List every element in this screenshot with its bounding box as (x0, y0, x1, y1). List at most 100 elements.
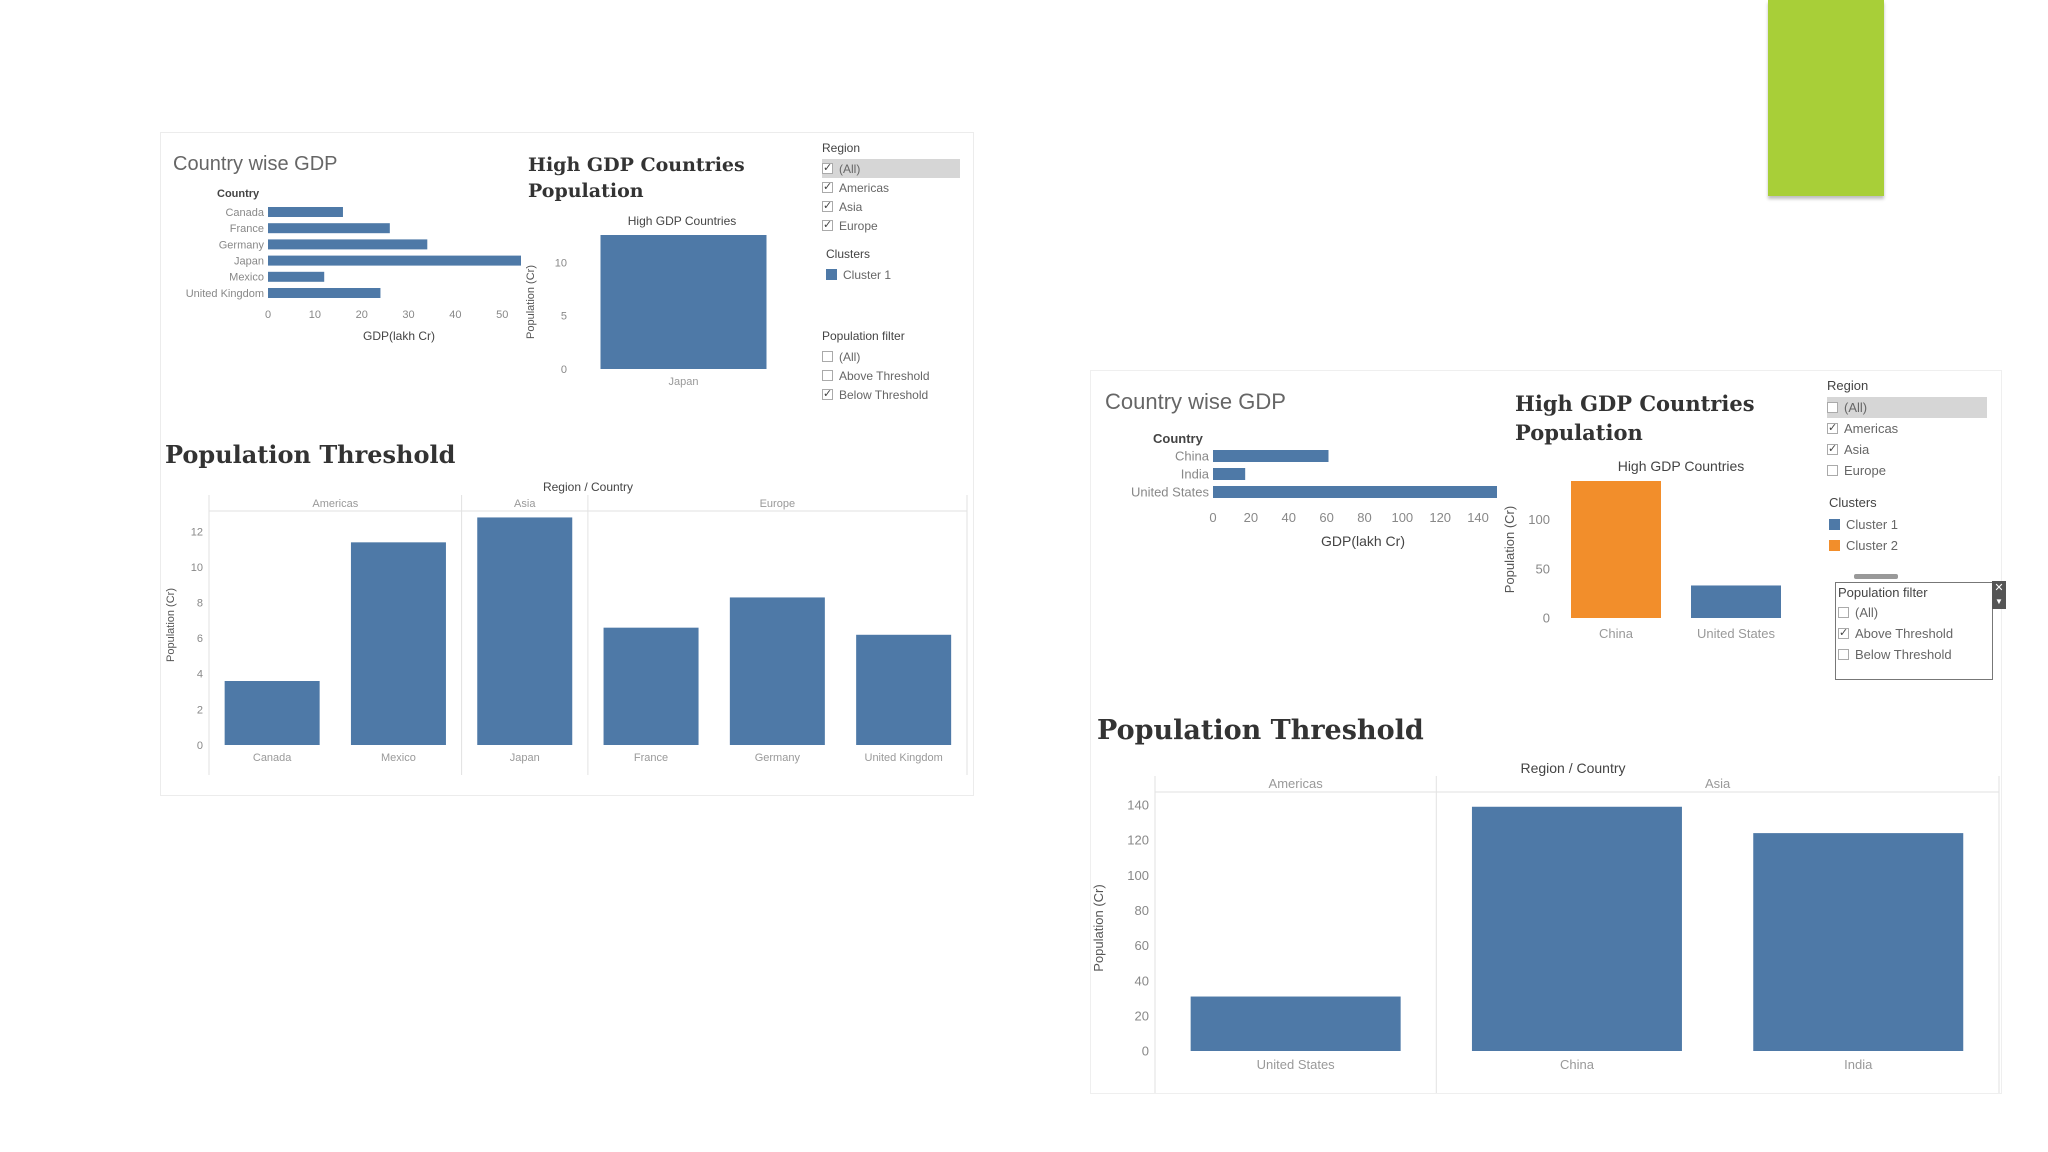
population-filter: Population filter (All) Above Threshold Be… (822, 329, 962, 404)
category-label-united-states: United States (1257, 1057, 1336, 1072)
population-filter-title: Population filter (822, 329, 905, 343)
checkbox[interactable] (1827, 402, 1838, 413)
group-label-europe: Europe (760, 498, 795, 510)
region-item-europe[interactable]: Europe (822, 216, 960, 235)
x-tick-140: 140 (1467, 510, 1489, 525)
cluster-swatch (826, 269, 837, 280)
population-filter-item-label: Below Threshold (1855, 647, 1952, 662)
checkbox[interactable] (822, 351, 833, 362)
region-filter: Region (All) Americas Asia Europe (1827, 378, 1987, 481)
region-item-asia[interactable]: Asia (822, 197, 960, 216)
region-item-label: Europe (1844, 463, 1886, 478)
region-item-label: (All) (1844, 400, 1868, 415)
cluster-item-cluster-1[interactable]: Cluster 1 (826, 265, 956, 284)
bar-canada (224, 681, 320, 745)
cluster-item-cluster-1[interactable]: Cluster 1 (1829, 514, 1979, 535)
category-label-united-kingdom: United Kingdom (865, 752, 943, 764)
y-axis-label: Population (Cr) (1502, 506, 1517, 593)
cluster-item-label: Cluster 2 (1846, 538, 1899, 553)
region-filter-title: Region (822, 141, 861, 155)
bar-united-states (1190, 996, 1401, 1051)
y-axis-label: Population (Cr) (165, 588, 177, 662)
y-tick-0: 0 (1543, 611, 1550, 626)
clusters-legend: Clusters Cluster 1 Cluster 2 (1829, 495, 1979, 556)
cluster-swatch (1829, 519, 1840, 530)
popup-drag-handle[interactable] (1854, 574, 1898, 579)
population-filter-item-label: Above Threshold (1855, 626, 1954, 641)
population-filter-item-all[interactable]: (All) (1838, 602, 1988, 623)
category-label-india: India (1181, 467, 1210, 482)
cluster-item-label: Cluster 1 (1846, 517, 1899, 532)
bar-india (1753, 833, 1964, 1051)
checkbox[interactable] (1827, 421, 1838, 434)
category-label-mexico: Mexico (229, 272, 264, 284)
region-item-americas[interactable]: Americas (1827, 418, 1987, 439)
region-item-all[interactable]: (All) (822, 159, 960, 178)
bar-japan (477, 517, 573, 745)
category-label-united-states: United States (1131, 485, 1210, 500)
category-label-japan: Japan (510, 752, 540, 764)
region-item-all[interactable]: (All) (1827, 397, 1987, 418)
population-filter: Population filter (All) Above Threshold Be… (1838, 585, 1988, 665)
checkbox[interactable] (822, 370, 833, 381)
high-gdp-title-line2: Population (1515, 420, 1643, 445)
threshold-bar-chart: Region / Country Americas Asia Europe 0 2 4 6 8 1… (165, 480, 968, 775)
region-item-americas[interactable]: Americas (822, 178, 960, 197)
y-tick-5: 5 (561, 311, 567, 323)
category-label-china: China (1599, 626, 1634, 641)
close-icon[interactable]: ✕ (1992, 581, 2006, 595)
population-filter-popup: ✕ ▼ Population filter (All) Above Thresho… (1835, 581, 2006, 680)
category-label-japan: Japan (669, 376, 699, 388)
cluster-item-label: Cluster 1 (843, 267, 892, 282)
checkbox[interactable] (1838, 626, 1849, 639)
population-filter-item-all[interactable]: (All) (822, 347, 962, 366)
category-label-canada: Canada (253, 752, 292, 764)
checkbox[interactable] (1827, 442, 1838, 455)
checkbox[interactable] (1827, 465, 1838, 476)
checkbox[interactable] (822, 180, 833, 193)
category-label-france: France (634, 752, 668, 764)
bar-india (1213, 468, 1246, 480)
dashboard-2: Country wise GDP Country China India Unite… (1090, 370, 2006, 1094)
x-tick-60: 60 (1319, 510, 1333, 525)
high-gdp-bar-chart: High GDP Countries 0 50 100 Population (Cr) C… (1502, 458, 1781, 641)
checkbox[interactable] (1838, 607, 1849, 618)
population-filter-item-below-threshold[interactable]: Below Threshold (1838, 644, 1988, 665)
y-tick-8: 8 (197, 598, 203, 610)
checkbox[interactable] (822, 218, 833, 231)
gdp-chart-title: Country wise GDP (173, 153, 338, 175)
y-axis-label: Population (Cr) (1091, 884, 1106, 971)
gdp-bar-chart: China India United States 0 20 40 60 80 100 120 14… (1131, 449, 1497, 549)
region-item-label: (All) (839, 161, 861, 176)
threshold-title: Population Threshold (1097, 715, 1424, 746)
region-item-europe[interactable]: Europe (1827, 460, 1987, 481)
gdp-country-header: Country (217, 188, 260, 200)
y-tick-100: 100 (1528, 512, 1550, 527)
category-label-japan: Japan (234, 255, 264, 267)
checkbox[interactable] (1838, 649, 1849, 660)
population-filter-item-below-threshold[interactable]: Below Threshold (822, 385, 962, 404)
bar-japan (268, 255, 521, 266)
region-filter-title: Region (1827, 378, 1869, 393)
category-label-germany: Germany (755, 752, 801, 764)
y-tick-60: 60 (1135, 938, 1149, 953)
bar-united-states (1691, 585, 1781, 618)
region-item-asia[interactable]: Asia (1827, 439, 1987, 460)
population-filter-item-above-threshold[interactable]: Above Threshold (1838, 623, 1988, 644)
cluster-item-cluster-2[interactable]: Cluster 2 (1829, 535, 1979, 556)
x-tick-20: 20 (1244, 510, 1258, 525)
checkbox[interactable] (822, 387, 833, 400)
chart-header: Region / Country (1520, 760, 1625, 776)
population-filter-item-label: Above Threshold (839, 368, 930, 383)
population-filter-item-above-threshold[interactable]: Above Threshold (822, 366, 962, 385)
checkbox[interactable] (822, 199, 833, 212)
chevron-down-icon[interactable]: ▼ (1992, 595, 2006, 609)
group-label-asia: Asia (514, 498, 536, 510)
y-tick-4: 4 (197, 669, 203, 681)
checkbox[interactable] (822, 161, 833, 174)
x-tick-0: 0 (1209, 510, 1216, 525)
chart-title: High GDP Countries (1618, 458, 1745, 474)
x-tick-40: 40 (1281, 510, 1295, 525)
bar-canada (268, 207, 343, 217)
category-label-china: China (1560, 1057, 1595, 1072)
